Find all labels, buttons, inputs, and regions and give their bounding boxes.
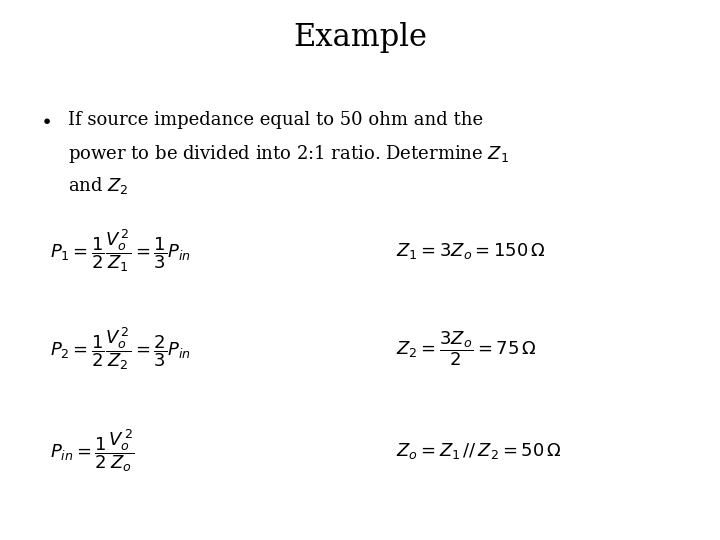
Text: If source impedance equal to 50 ohm and the: If source impedance equal to 50 ohm and …: [68, 111, 484, 129]
Text: $Z_o = Z_1\,//\,Z_2 = 50\,\Omega$: $Z_o = Z_1\,//\,Z_2 = 50\,\Omega$: [396, 441, 562, 461]
Text: $\bullet$: $\bullet$: [40, 111, 50, 129]
Text: and $Z_2$: and $Z_2$: [68, 176, 129, 197]
Text: Example: Example: [293, 22, 427, 52]
Text: power to be divided into 2:1 ratio. Determine $Z_1$: power to be divided into 2:1 ratio. Dete…: [68, 143, 510, 165]
Text: $P_{in} = \dfrac{1}{2}\dfrac{V_o^{\,2}}{Z_o}$: $P_{in} = \dfrac{1}{2}\dfrac{V_o^{\,2}}{…: [50, 428, 135, 474]
Text: $P_2 = \dfrac{1}{2}\dfrac{V_o^{\,2}}{Z_2} = \dfrac{2}{3}P_{in}$: $P_2 = \dfrac{1}{2}\dfrac{V_o^{\,2}}{Z_2…: [50, 325, 192, 372]
Text: $Z_2 = \dfrac{3Z_o}{2} = 75\,\Omega$: $Z_2 = \dfrac{3Z_o}{2} = 75\,\Omega$: [396, 329, 536, 368]
Text: $P_1 = \dfrac{1}{2}\dfrac{V_o^{\,2}}{Z_1} = \dfrac{1}{3}P_{in}$: $P_1 = \dfrac{1}{2}\dfrac{V_o^{\,2}}{Z_1…: [50, 228, 192, 274]
Text: $Z_1 = 3Z_o = 150\,\Omega$: $Z_1 = 3Z_o = 150\,\Omega$: [396, 241, 546, 261]
